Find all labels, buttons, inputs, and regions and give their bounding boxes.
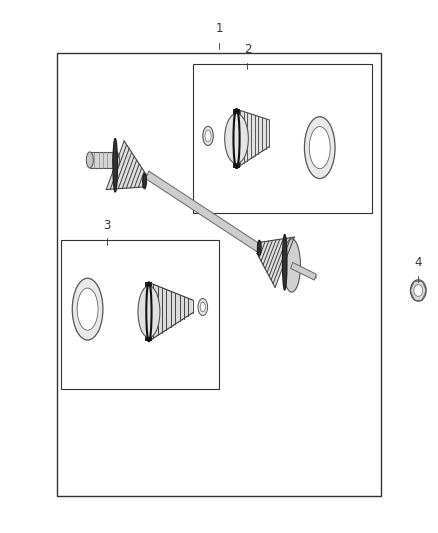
Text: 4: 4	[414, 256, 422, 269]
Ellipse shape	[86, 152, 93, 168]
Bar	[57, 53, 381, 496]
Polygon shape	[145, 171, 260, 252]
Bar	[61, 240, 219, 389]
Bar	[145, 282, 152, 341]
Polygon shape	[106, 141, 147, 190]
Ellipse shape	[304, 117, 335, 179]
Ellipse shape	[410, 280, 426, 301]
Ellipse shape	[198, 298, 208, 316]
Bar	[193, 64, 372, 213]
Ellipse shape	[143, 174, 146, 189]
Ellipse shape	[283, 239, 300, 292]
Polygon shape	[237, 109, 269, 168]
Ellipse shape	[258, 240, 261, 255]
Text: 3: 3	[104, 220, 111, 232]
Text: 1: 1	[215, 22, 223, 35]
Ellipse shape	[200, 302, 205, 312]
Ellipse shape	[77, 288, 98, 330]
Polygon shape	[257, 237, 294, 287]
Polygon shape	[291, 262, 316, 280]
Text: 2: 2	[244, 43, 251, 56]
Polygon shape	[149, 282, 193, 341]
Ellipse shape	[205, 130, 211, 142]
Ellipse shape	[113, 139, 117, 192]
Ellipse shape	[225, 114, 248, 164]
Bar	[233, 109, 240, 168]
Ellipse shape	[203, 126, 213, 146]
Ellipse shape	[309, 127, 330, 168]
Bar	[90, 152, 116, 168]
Ellipse shape	[414, 285, 423, 296]
Ellipse shape	[138, 286, 160, 337]
Ellipse shape	[72, 278, 103, 340]
Ellipse shape	[283, 235, 287, 290]
Ellipse shape	[113, 152, 120, 168]
